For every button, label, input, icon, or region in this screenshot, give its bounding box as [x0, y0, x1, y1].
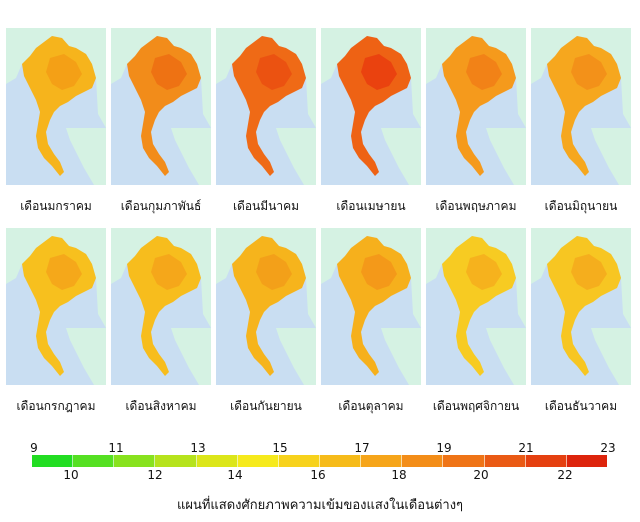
scale-label-top: 13 [190, 441, 206, 455]
scale-label-bottom: 12 [147, 468, 163, 482]
figure-title: แผนที่แสดงศักยภาพความเข้มของแสงในเดือนต่… [176, 498, 464, 513]
map-panel-9 [216, 228, 316, 385]
scale-segment [73, 455, 115, 467]
map-panel-7 [6, 228, 106, 385]
scale-segment [155, 455, 197, 467]
map-panel-10 [321, 228, 421, 385]
month-label-7: เดือนกรกฎาคม [16, 399, 96, 413]
scale-label-top: 15 [272, 441, 288, 455]
high-intensity-area [46, 54, 82, 90]
scale-segment [361, 455, 403, 467]
neighbour-land [531, 228, 631, 328]
neighbour-land [66, 128, 106, 185]
neighbour-land [171, 328, 211, 385]
month-label-10: เดือนตุลาคม [338, 399, 404, 413]
neighbour-land [6, 28, 106, 128]
scale-label-bottom: 22 [557, 468, 573, 482]
map-panel-3 [216, 28, 316, 185]
scale-segment [32, 455, 74, 467]
neighbour-land [426, 228, 526, 328]
scale-label-top: 9 [30, 441, 38, 455]
month-label-11: เดือนพฤศจิกายน [432, 399, 520, 413]
scale-segment [278, 455, 320, 467]
scale-label-top: 21 [518, 441, 534, 455]
neighbour-land [276, 328, 316, 385]
scale-label-bottom: 20 [473, 468, 489, 482]
scale-label-bottom: 10 [63, 468, 79, 482]
scale-segment [319, 455, 362, 467]
scale-label-bottom: 16 [310, 468, 326, 482]
high-intensity-area [466, 54, 502, 90]
neighbour-land [216, 228, 316, 328]
map-panel-2 [111, 28, 211, 185]
scale-segment [114, 455, 156, 467]
neighbour-land [591, 128, 631, 185]
neighbour-land [486, 128, 526, 185]
high-intensity-area [571, 254, 607, 290]
scale-segment [484, 455, 526, 467]
month-label-2: เดือนกุมภาพันธ์ [120, 199, 202, 213]
neighbour-land [111, 228, 211, 328]
neighbour-land [531, 28, 631, 128]
color-scale-bar [32, 455, 607, 467]
month-label-3: เดือนมีนาคม [232, 199, 300, 213]
month-label-1: เดือนมกราคม [20, 199, 92, 213]
neighbour-land [6, 228, 106, 328]
neighbour-land [486, 328, 526, 385]
month-label-12: เดือนธันวาคม [544, 399, 618, 413]
high-intensity-area [151, 54, 187, 90]
month-label-5: เดือนพฤษภาคม [435, 199, 517, 213]
scale-segment [525, 455, 567, 467]
scale-label-top: 17 [354, 441, 370, 455]
neighbour-land [216, 28, 316, 128]
neighbour-land [321, 28, 421, 128]
high-intensity-area [361, 54, 397, 90]
scale-segment [237, 455, 279, 467]
month-label-8: เดือนสิงหาคม [125, 399, 197, 413]
neighbour-land [381, 328, 421, 385]
neighbour-land [66, 328, 106, 385]
scale-label-bottom: 18 [391, 468, 407, 482]
high-intensity-area [361, 254, 397, 290]
high-intensity-area [571, 54, 607, 90]
neighbour-land [171, 128, 211, 185]
map-panel-1 [6, 28, 106, 185]
neighbour-land [381, 128, 421, 185]
neighbour-land [321, 228, 421, 328]
scale-label-top: 11 [108, 441, 124, 455]
neighbour-land [111, 28, 211, 128]
high-intensity-area [151, 254, 187, 290]
map-panel-6 [531, 28, 631, 185]
neighbour-land [276, 128, 316, 185]
high-intensity-area [466, 254, 502, 290]
month-label-4: เดือนเมษายน [336, 199, 406, 213]
high-intensity-area [256, 54, 292, 90]
neighbour-land [591, 328, 631, 385]
map-panel-4 [321, 28, 421, 185]
month-label-6: เดือนมิถุนายน [544, 199, 618, 213]
high-intensity-area [46, 254, 82, 290]
map-panel-11 [426, 228, 526, 385]
month-label-9: เดือนกันยายน [230, 399, 302, 413]
scale-segment [402, 455, 444, 467]
scale-label-top: 23 [600, 441, 616, 455]
map-panel-8 [111, 228, 211, 385]
scale-label-bottom: 14 [227, 468, 243, 482]
scale-segment [566, 455, 607, 467]
scale-segment [443, 455, 485, 467]
scale-segment [196, 455, 238, 467]
map-panel-5 [426, 28, 526, 185]
neighbour-land [426, 28, 526, 128]
high-intensity-area [256, 254, 292, 290]
scale-label-top: 19 [436, 441, 452, 455]
map-panel-12 [531, 228, 631, 385]
